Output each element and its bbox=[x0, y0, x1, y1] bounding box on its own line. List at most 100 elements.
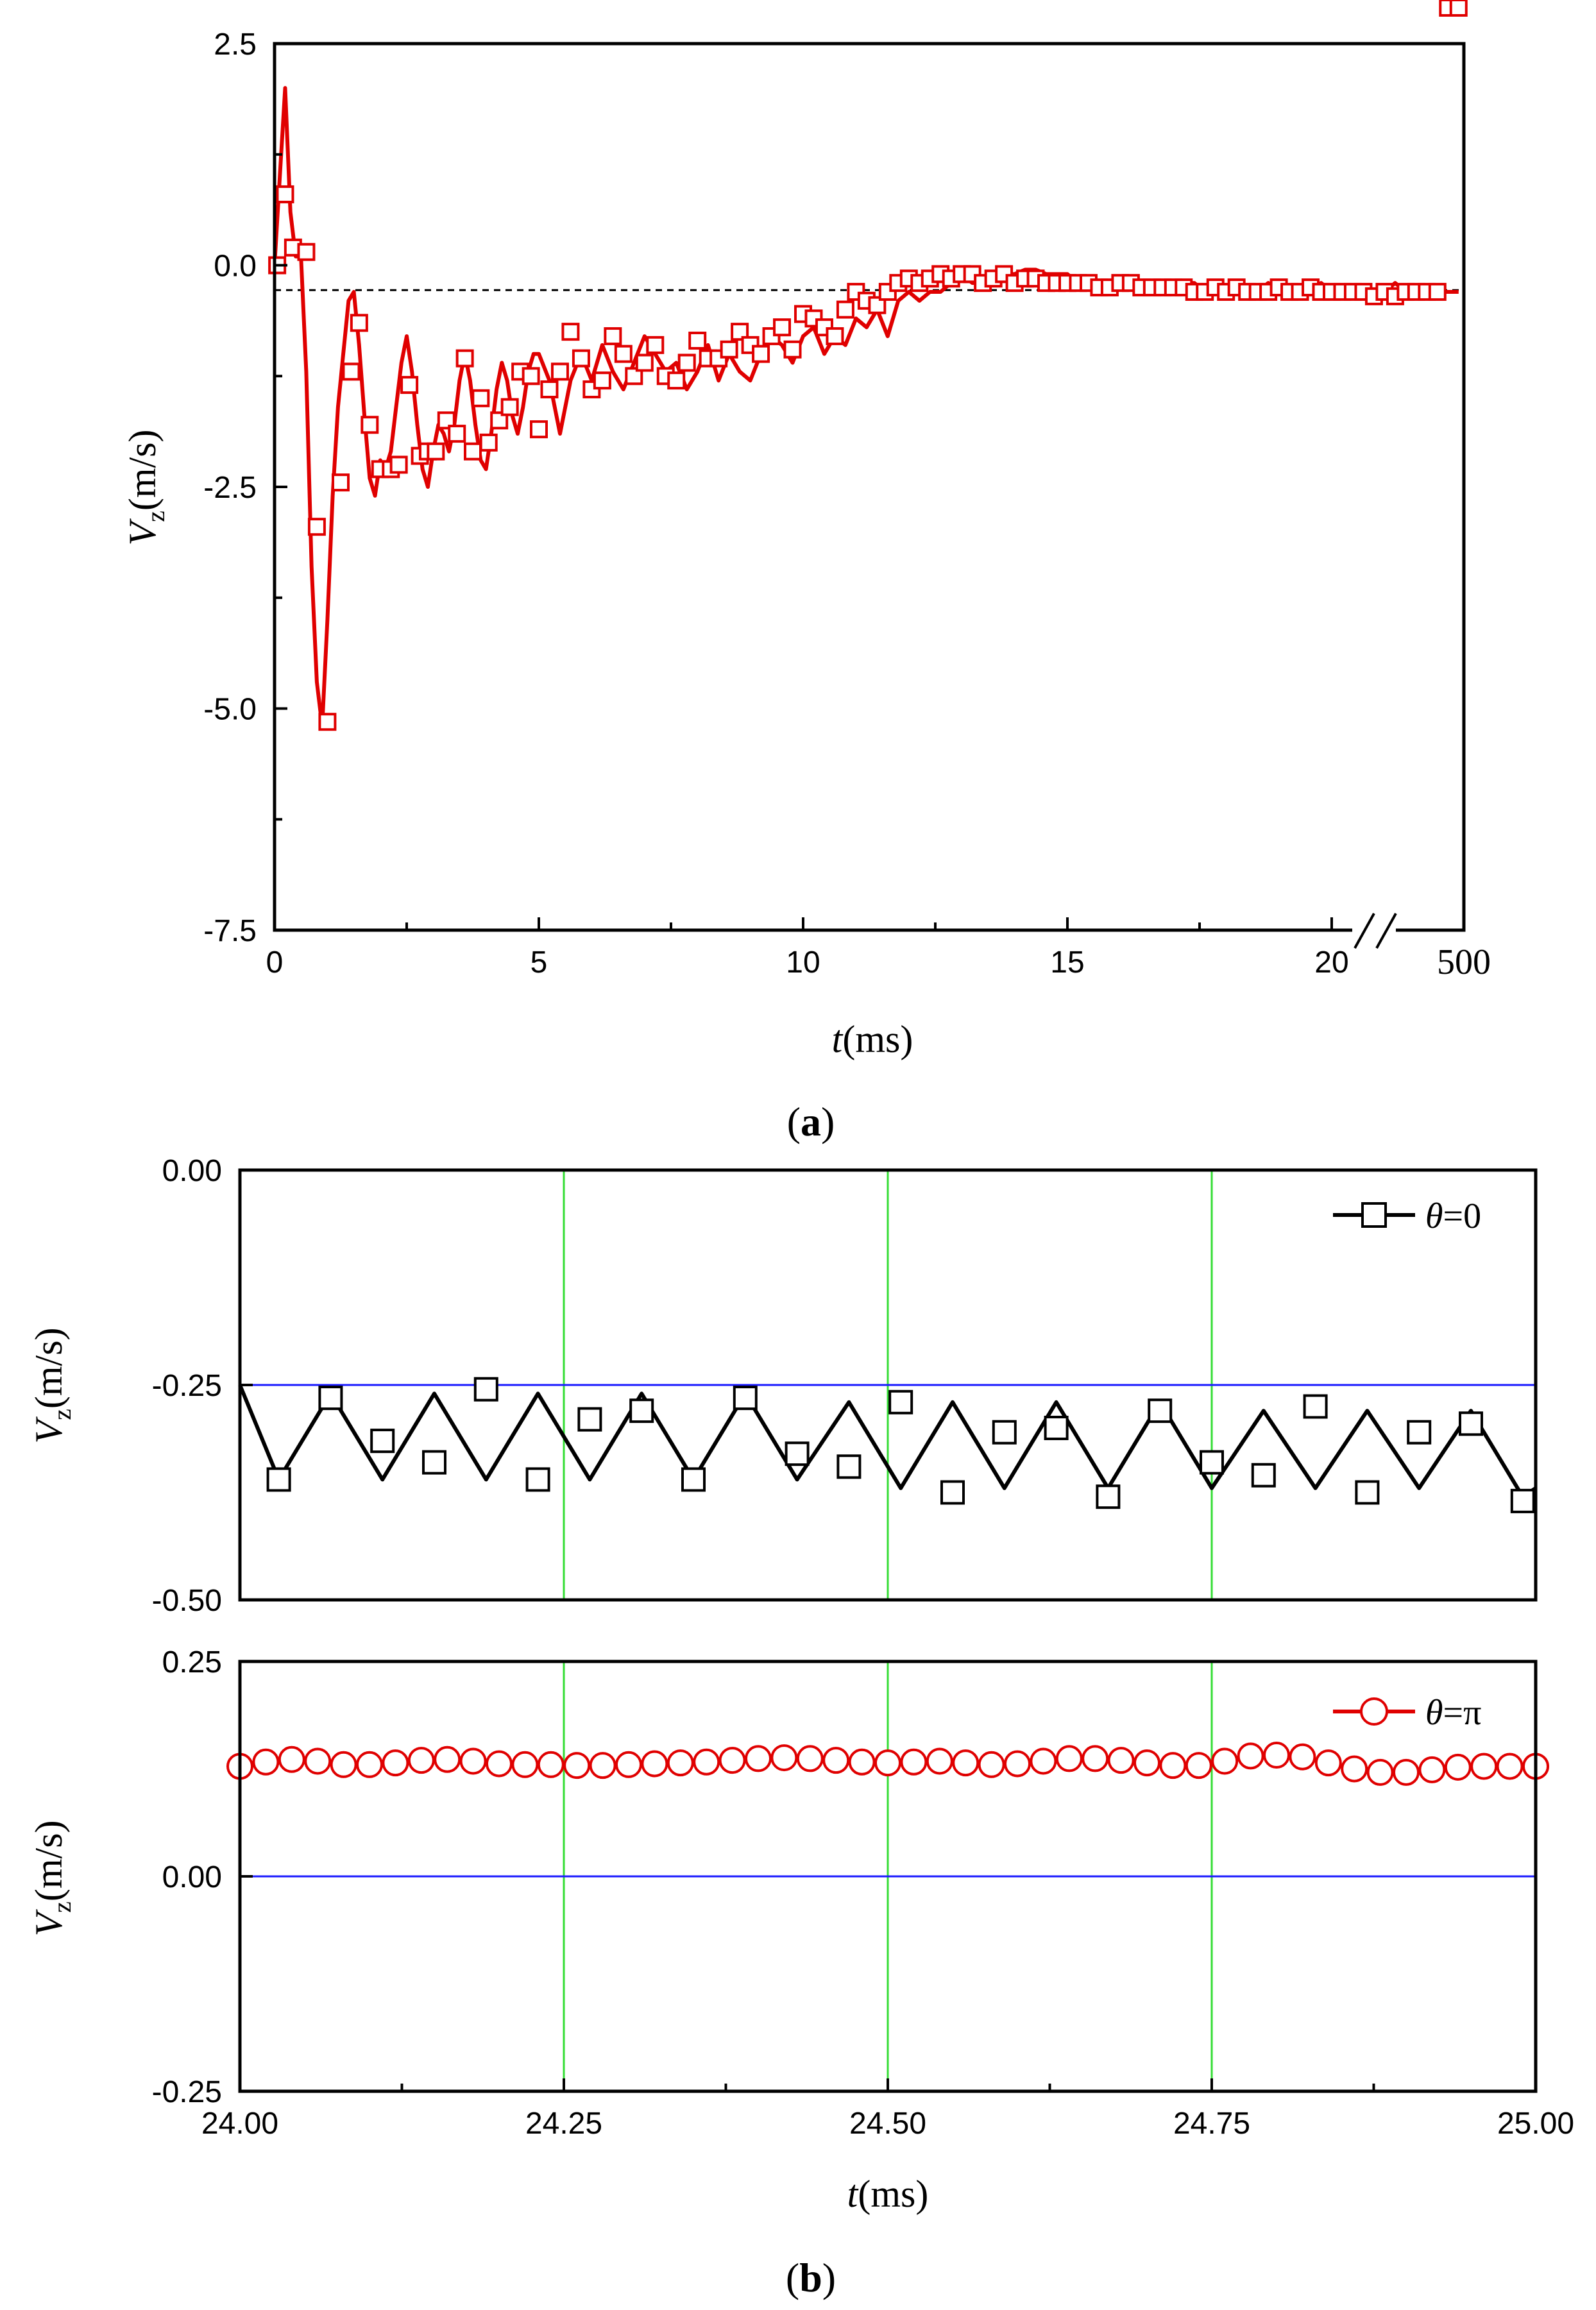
chart-a-axis-break bbox=[1352, 911, 1397, 949]
data-point bbox=[783, 340, 802, 359]
data-point bbox=[604, 327, 622, 346]
chart-a-x-axis-label: t(ms) bbox=[832, 1018, 913, 1060]
data-point bbox=[530, 420, 548, 439]
data-point bbox=[1082, 1745, 1109, 1772]
data-point bbox=[720, 340, 738, 359]
data-point bbox=[1407, 1420, 1432, 1445]
y-tick-label: 0.0 bbox=[214, 250, 257, 284]
chart-b-top-legend: θ=0 bbox=[1333, 1196, 1481, 1236]
data-point bbox=[992, 1420, 1017, 1445]
data-point bbox=[297, 242, 316, 261]
data-point bbox=[646, 335, 665, 354]
data-point bbox=[1459, 1411, 1483, 1436]
x-tick-label: 24.25 bbox=[525, 2107, 602, 2141]
data-point bbox=[332, 473, 350, 492]
data-point bbox=[422, 1450, 446, 1475]
data-point bbox=[1470, 1753, 1498, 1780]
data-point bbox=[561, 323, 580, 341]
data-point bbox=[276, 185, 294, 203]
data-point bbox=[1200, 1450, 1224, 1475]
data-point bbox=[667, 371, 686, 390]
data-point bbox=[1510, 1488, 1535, 1513]
data-point bbox=[1030, 1747, 1057, 1775]
data-point bbox=[1449, 0, 1468, 17]
x-tick-label: 24.75 bbox=[1173, 2107, 1250, 2141]
data-point bbox=[252, 1748, 280, 1776]
chart-a: 0 5 10 15 20 2.5 0.0 -2.5 -5.0 -7.5 500 t(ms) Vz… bbox=[121, 0, 1491, 1144]
data-point bbox=[745, 1745, 772, 1772]
data-point bbox=[733, 1386, 758, 1411]
data-point bbox=[1004, 1750, 1031, 1778]
data-point bbox=[1444, 1753, 1472, 1781]
data-point bbox=[540, 380, 559, 398]
y-tick-label: 0.00 bbox=[162, 1860, 222, 1894]
data-point bbox=[677, 353, 696, 372]
data-point bbox=[448, 425, 466, 443]
data-point bbox=[1237, 1742, 1264, 1770]
data-point bbox=[382, 1749, 409, 1777]
data-point bbox=[361, 416, 379, 434]
chart-b-bottom: 24.00 24.25 24.50 24.75 25.00 0.250.00-0.25 … bbox=[28, 1645, 1574, 2300]
data-point bbox=[770, 1744, 798, 1772]
data-point bbox=[318, 713, 337, 731]
data-point bbox=[266, 1467, 291, 1492]
data-point bbox=[1107, 1747, 1135, 1774]
data-point bbox=[370, 1429, 395, 1454]
data-point bbox=[888, 1389, 913, 1414]
data-point bbox=[389, 455, 408, 474]
data-point bbox=[1211, 1747, 1239, 1775]
data-point bbox=[1096, 1484, 1121, 1509]
x-tick-label: 0 bbox=[266, 946, 284, 980]
data-point bbox=[688, 331, 707, 350]
chart-a-x-axis: 0 5 10 15 20 bbox=[266, 917, 1349, 980]
data-point bbox=[511, 1751, 539, 1778]
data-point bbox=[1355, 1480, 1380, 1505]
data-point bbox=[471, 389, 490, 407]
data-point bbox=[589, 1752, 616, 1779]
data-point bbox=[785, 1441, 810, 1466]
data-point bbox=[926, 1747, 953, 1775]
data-point bbox=[550, 362, 569, 381]
data-point bbox=[522, 367, 540, 386]
data-point bbox=[473, 1377, 498, 1402]
data-point bbox=[635, 353, 654, 372]
legend-theta-pi-label: θ=π bbox=[1425, 1693, 1481, 1733]
data-point bbox=[641, 1750, 668, 1778]
data-point bbox=[1044, 1416, 1069, 1440]
data-point bbox=[459, 1747, 487, 1775]
panel-b-label: (b) bbox=[786, 2255, 836, 2300]
x-tick-label: 10 bbox=[786, 946, 820, 980]
data-point bbox=[1251, 1463, 1276, 1488]
data-point bbox=[681, 1467, 706, 1492]
data-point bbox=[572, 349, 590, 368]
data-point bbox=[1133, 1749, 1160, 1777]
y-tick-label: -5.0 bbox=[203, 693, 257, 727]
data-point bbox=[848, 1748, 876, 1776]
data-point bbox=[1366, 1758, 1394, 1786]
y-tick-label: -0.50 bbox=[152, 1584, 222, 1618]
data-point bbox=[400, 376, 419, 395]
data-point bbox=[940, 1480, 965, 1505]
chart-b-bottom-y-axis-label: Vz(m/s) bbox=[28, 1820, 76, 1936]
data-point bbox=[1496, 1753, 1524, 1780]
data-point bbox=[718, 1747, 746, 1774]
chart-b-top-series-line bbox=[238, 1384, 1537, 1499]
chart-b-x-axis-label: t(ms) bbox=[847, 2173, 929, 2215]
chart-a-y-axis-label: Vz(m/s) bbox=[121, 429, 170, 545]
chart-b-top-markers bbox=[266, 1377, 1535, 1513]
data-point bbox=[615, 1751, 642, 1778]
data-point bbox=[666, 1749, 694, 1777]
data-point bbox=[1185, 1752, 1212, 1779]
data-point bbox=[1263, 1742, 1290, 1769]
data-point bbox=[342, 362, 361, 381]
data-point bbox=[874, 1749, 901, 1777]
data-point bbox=[563, 1752, 591, 1779]
data-point bbox=[1314, 1749, 1342, 1777]
x-tick-label: 24.00 bbox=[201, 2107, 278, 2141]
data-point bbox=[1341, 1755, 1368, 1783]
chart-b-bottom-x-axis: 24.00 24.25 24.50 24.75 25.00 bbox=[201, 2078, 1574, 2141]
data-point bbox=[350, 314, 368, 332]
panel-a-label: (a) bbox=[787, 1099, 835, 1144]
data-point bbox=[593, 371, 611, 390]
